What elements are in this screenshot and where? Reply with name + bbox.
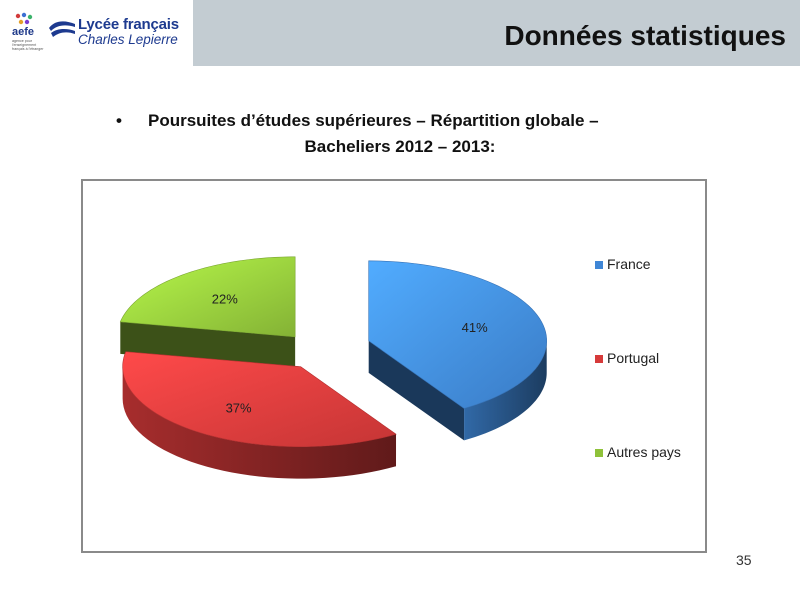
chart-frame: 41% 37% 22% France Portugal Autres pays bbox=[81, 179, 707, 553]
logo-area: aefe agence pour l'enseignement français… bbox=[0, 0, 193, 66]
aefe-logo-text: aefe bbox=[12, 26, 35, 38]
lycee-emblem-icon bbox=[49, 21, 75, 37]
legend-swatch-autres-pays bbox=[595, 449, 603, 457]
legend-label-autres-pays: Autres pays bbox=[607, 444, 681, 460]
school-name-line1: Lycée français bbox=[78, 16, 179, 33]
page-number: 35 bbox=[736, 552, 752, 568]
pie-slice-autres-pays bbox=[119, 256, 296, 369]
slide-title: Données statistiques bbox=[504, 20, 786, 51]
pie-chart: 41% 37% 22% France Portugal Autres pays bbox=[119, 256, 681, 479]
legend-swatch-france bbox=[595, 261, 603, 269]
bullet-symbol: • bbox=[116, 111, 122, 130]
aefe-logo-subtext: agence pour l'enseignement français à l'… bbox=[12, 39, 44, 51]
bullet-text-line2: Bacheliers 2012 – 2013: bbox=[304, 137, 496, 156]
data-label-autres-pays: 22% bbox=[212, 292, 238, 307]
legend-label-france: France bbox=[607, 256, 651, 272]
bullet-text-line1: Poursuites d’études supérieures – Répart… bbox=[148, 111, 599, 130]
school-name-line2: Charles Lepierre bbox=[78, 32, 178, 47]
pie-slice-france bbox=[368, 260, 547, 441]
data-label-portugal: 37% bbox=[226, 401, 252, 416]
pie-slice-portugal bbox=[122, 351, 397, 479]
legend-swatch-portugal bbox=[595, 355, 603, 363]
header-band bbox=[193, 0, 800, 66]
data-label-france: 41% bbox=[462, 320, 488, 335]
legend-label-portugal: Portugal bbox=[607, 350, 659, 366]
aefe-logo-icon bbox=[15, 12, 33, 25]
